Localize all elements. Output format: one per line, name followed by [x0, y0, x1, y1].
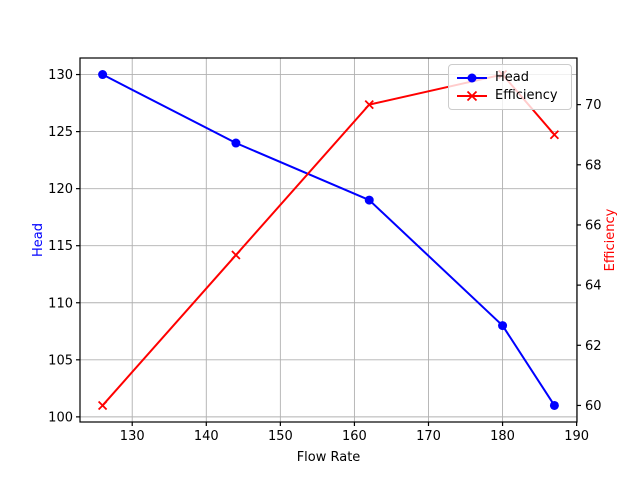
y-right-tick-label: 70 — [585, 98, 602, 113]
y-left-tick-label: 120 — [48, 182, 73, 197]
y-axis-left: 100 105 110 115 120 125 130 Head — [31, 68, 80, 425]
efficiency-line — [101, 73, 556, 407]
efficiency-x-marker-icon — [231, 250, 241, 260]
head-circle-marker-icon — [98, 70, 108, 80]
y-axis-right: 60 62 64 66 68 70 Efficiency — [577, 98, 618, 414]
head-line-sample-icon — [457, 73, 487, 83]
y-left-tick-label: 125 — [48, 125, 73, 140]
head-sample-circle-marker-icon — [467, 73, 477, 83]
x-axis: 130 140 150 160 170 180 190 Flow Rate — [120, 422, 589, 465]
x-tick-label: 180 — [490, 429, 515, 444]
head-circle-marker-icon — [231, 138, 241, 148]
y-right-tick-label: 62 — [585, 339, 602, 354]
y-left-axis-title: Head — [31, 223, 46, 257]
x-tick-label: 150 — [268, 429, 293, 444]
head-circle-marker-icon — [364, 195, 374, 205]
y-left-tick-label: 105 — [48, 353, 73, 368]
legend-label-head: Head — [495, 70, 529, 85]
efficiency-x-marker-icon — [97, 400, 108, 411]
x-tick-label: 160 — [342, 429, 367, 444]
axes-spines — [79, 57, 578, 423]
efficiency-x-marker-icon — [549, 130, 560, 140]
x-tick-label: 190 — [564, 429, 589, 444]
x-tick-label: 170 — [416, 429, 441, 444]
head-circle-marker-icon — [549, 400, 559, 410]
y-left-tick-label: 100 — [48, 410, 73, 425]
x-axis-title: Flow Rate — [297, 450, 361, 465]
y-left-tick-label: 110 — [48, 296, 73, 311]
y-left-tick-label: 130 — [48, 68, 73, 83]
legend-item-head: Head — [456, 69, 564, 87]
legend-label-efficiency: Efficiency — [495, 88, 558, 103]
y-right-axis-title: Efficiency — [603, 208, 618, 271]
x-tick-label: 140 — [194, 429, 219, 444]
series-efficiency — [97, 69, 560, 411]
efficiency-x-marker-icon — [364, 99, 374, 110]
x-tick-label: 130 — [120, 429, 145, 444]
y-left-tick-label: 115 — [48, 239, 73, 254]
legend: Head Efficiency — [448, 64, 572, 110]
efficiency-sample-x-marker-icon — [466, 90, 478, 102]
grid-layer — [80, 58, 578, 422]
series-head — [98, 70, 559, 410]
plot-border — [79, 57, 578, 423]
y-right-tick-label: 68 — [585, 158, 602, 173]
y-right-tick-label: 60 — [585, 399, 602, 414]
legend-item-efficiency: Efficiency — [456, 87, 564, 105]
efficiency-line-sample-icon — [457, 90, 487, 102]
head-line — [101, 73, 556, 407]
y-right-tick-label: 64 — [585, 279, 602, 294]
y-right-tick-label: 66 — [585, 218, 602, 233]
head-circle-marker-icon — [498, 321, 508, 331]
